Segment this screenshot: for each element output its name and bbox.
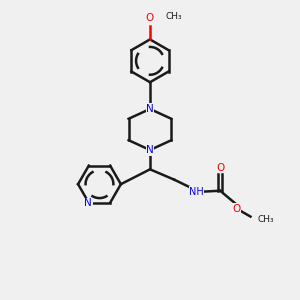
Text: N: N: [146, 145, 154, 155]
Text: N: N: [146, 104, 154, 114]
Text: O: O: [216, 163, 224, 173]
Text: CH₃: CH₃: [257, 215, 274, 224]
Text: N: N: [84, 198, 92, 208]
Text: O: O: [232, 204, 241, 214]
Text: O: O: [146, 13, 154, 23]
Text: CH₃: CH₃: [166, 12, 182, 21]
Text: NH: NH: [189, 187, 204, 196]
